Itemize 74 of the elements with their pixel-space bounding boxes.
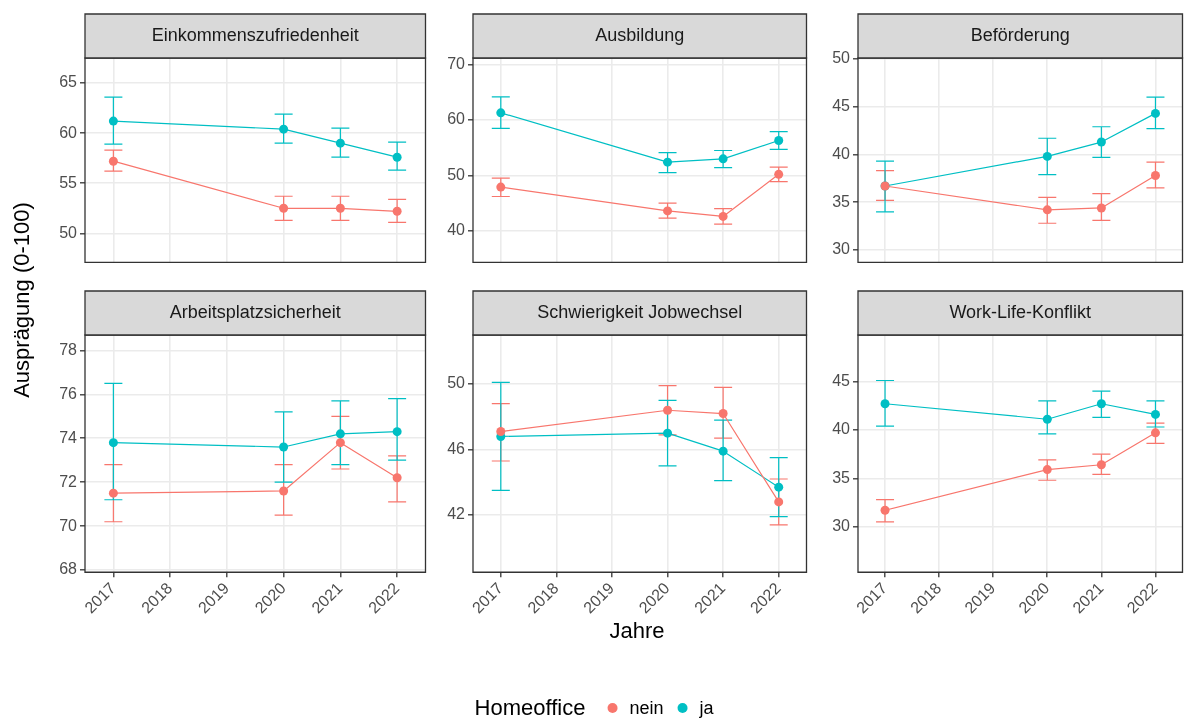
y-tick-label: 35 (832, 192, 851, 210)
y-tick-label: 45 (832, 371, 851, 389)
point (1042, 151, 1052, 161)
point (279, 203, 289, 213)
point (392, 427, 402, 437)
y-tick-label: 65 (59, 73, 78, 91)
chart-title: Einkommenszufriedenheit (151, 24, 359, 45)
y-tick-label: 30 (832, 517, 851, 535)
y-tick-label: 74 (59, 428, 78, 446)
point (108, 116, 118, 126)
point (108, 156, 118, 166)
point (1042, 465, 1052, 475)
y-tick-label: 50 (59, 223, 78, 241)
point (279, 124, 289, 134)
point (1096, 137, 1106, 147)
point (335, 203, 345, 213)
point (718, 446, 728, 456)
point (1096, 460, 1106, 470)
point (1096, 399, 1106, 409)
y-tick-label: 70 (447, 55, 466, 73)
point (1150, 409, 1160, 419)
y-tick-label: 55 (59, 173, 78, 191)
point (1042, 205, 1052, 215)
y-tick-label: 72 (59, 472, 78, 490)
y-tick-label: 60 (447, 110, 466, 128)
point (392, 473, 402, 483)
point (335, 138, 345, 148)
y-tick-label: 30 (832, 240, 851, 258)
y-tick-label: 50 (832, 49, 851, 67)
point (880, 399, 890, 409)
point (663, 428, 673, 438)
point (108, 438, 118, 448)
chart-title: Beförderung (970, 24, 1070, 45)
point (335, 429, 345, 439)
y-tick-label: 68 (59, 560, 78, 578)
point (1150, 108, 1160, 118)
legend-label: nein (629, 697, 664, 719)
y-tick-label: 76 (59, 384, 78, 402)
point (718, 409, 728, 419)
point (1150, 428, 1160, 438)
point (335, 438, 345, 448)
point (1042, 414, 1052, 424)
y-tick-label: 78 (59, 340, 78, 358)
point (663, 405, 673, 415)
y-tick-label: 42 (447, 505, 466, 523)
chart-title: Schwierigkeit Jobwechsel (537, 301, 743, 322)
y-tick-label: 50 (447, 165, 466, 183)
chart-title: Ausbildung (595, 24, 685, 45)
point (774, 482, 784, 492)
legend-label: ja (699, 697, 714, 719)
point (108, 488, 118, 498)
y-tick-label: 46 (447, 439, 466, 457)
y-tick-label: 40 (447, 221, 466, 239)
y-tick-label: 45 (832, 97, 851, 115)
point (774, 497, 784, 507)
point (279, 442, 289, 452)
y-tick-label: 50 (447, 374, 466, 392)
point (279, 486, 289, 496)
point (1150, 170, 1160, 180)
chart-title: Work-Life-Konflikt (949, 301, 1092, 322)
point (1096, 203, 1106, 213)
y-tick-label: 70 (59, 516, 78, 534)
y-tick-label: 40 (832, 420, 851, 438)
point (392, 152, 402, 162)
point (880, 505, 890, 515)
y-tick-label: 35 (832, 468, 851, 486)
y-tick-label: 60 (59, 123, 78, 141)
point (392, 206, 402, 216)
y-axis-title: Ausprägung (0-100) (8, 202, 35, 398)
legend-title: Homeoffice (474, 695, 586, 721)
x-axis-title: Jahre (609, 618, 665, 644)
point (496, 427, 506, 437)
y-tick-label: 40 (832, 144, 851, 162)
chart-title: Arbeitsplatzsicherheit (169, 301, 341, 322)
